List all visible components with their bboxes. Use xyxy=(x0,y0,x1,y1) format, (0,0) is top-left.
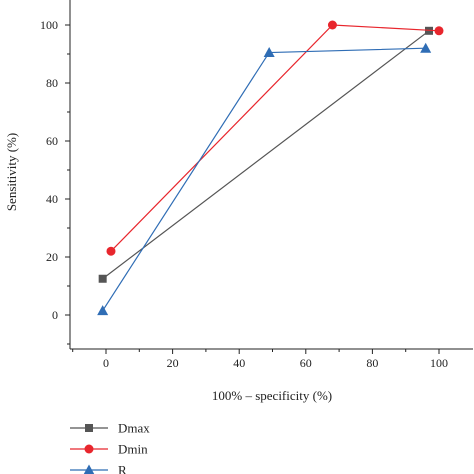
series-dmin-point xyxy=(106,246,116,256)
series-dmax xyxy=(98,26,434,283)
series-r-point xyxy=(263,47,275,58)
axes: 0 20 40 60 80 100 0 20 40 60 80 100 xyxy=(40,0,473,370)
series-dmin-line xyxy=(110,24,440,252)
legend-swatch-marker xyxy=(85,424,93,432)
y-axis-label: Sensitivity (%) xyxy=(4,133,19,211)
legend-label: R xyxy=(118,463,127,474)
x-tick-label: 80 xyxy=(366,356,378,370)
x-tick-label: 0 xyxy=(103,356,109,370)
series-dmax-point xyxy=(98,274,107,283)
legend-item-dmax: Dmax xyxy=(70,421,150,436)
legend-swatch-marker xyxy=(83,464,95,474)
x-tick-label: 60 xyxy=(300,356,312,370)
series-layer xyxy=(97,20,444,316)
y-tick-label: 60 xyxy=(46,134,58,148)
x-axis-label: 100% – specificity (%) xyxy=(212,388,332,403)
series-r xyxy=(97,42,432,316)
legend-item-dmin: Dmin xyxy=(70,442,148,457)
legend-swatch-marker xyxy=(84,444,94,454)
legend: Dmax Dmin R xyxy=(70,421,150,474)
series-dmin-point xyxy=(434,26,444,36)
x-tick-label: 20 xyxy=(167,356,179,370)
x-tick-label: 100 xyxy=(430,356,448,370)
y-tick-label: 20 xyxy=(46,250,58,264)
series-r-point xyxy=(420,42,432,53)
x-ticks: 0 20 40 60 80 100 xyxy=(72,349,448,370)
series-dmin xyxy=(106,20,444,256)
y-tick-label: 0 xyxy=(52,308,58,322)
x-tick-label: 40 xyxy=(233,356,245,370)
series-r-point xyxy=(97,305,109,316)
series-dmax-line xyxy=(102,30,430,280)
y-tick-label: 40 xyxy=(46,192,58,206)
y-tick-label: 80 xyxy=(46,76,58,90)
y-tick-label: 100 xyxy=(40,18,58,32)
legend-label: Dmax xyxy=(118,421,150,436)
y-ticks: 0 20 40 60 80 100 xyxy=(40,18,70,345)
series-r-line xyxy=(102,47,426,311)
legend-item-r: R xyxy=(70,463,127,474)
series-dmin-point xyxy=(327,20,337,30)
legend-label: Dmin xyxy=(118,442,148,457)
